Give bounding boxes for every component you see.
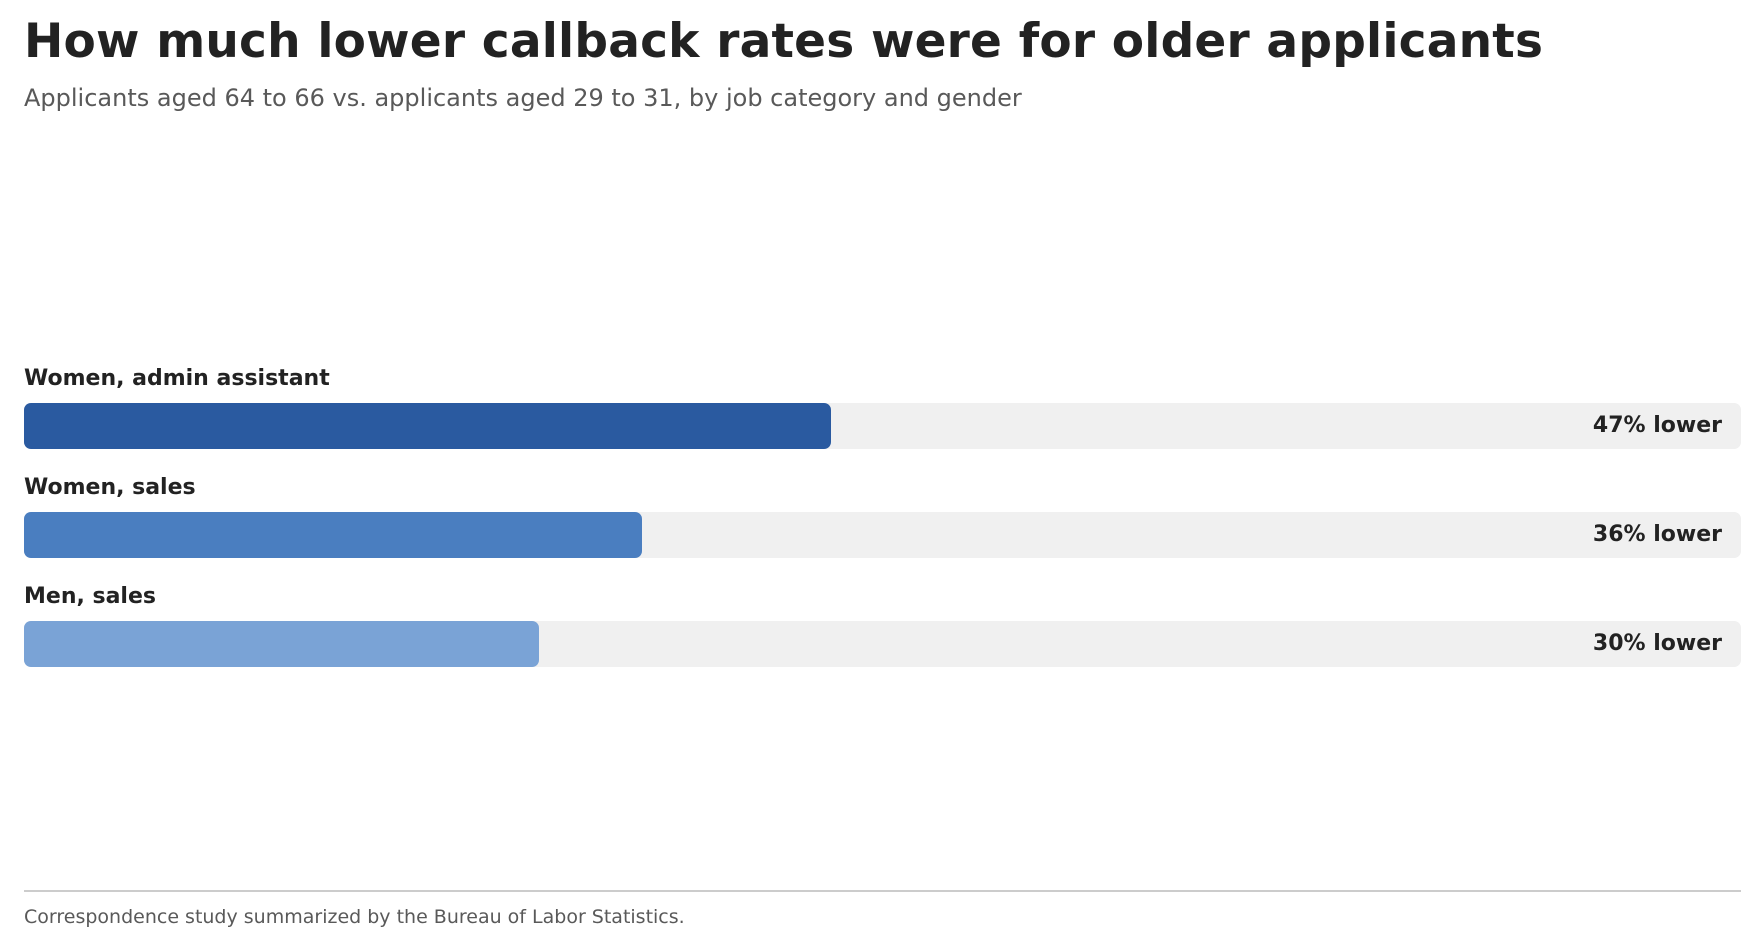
bar-row-women-sales: Women, sales 36% lower — [24, 475, 1741, 575]
bar-women-admin-assistant — [24, 403, 831, 449]
bar-track: 47% lower — [24, 403, 1741, 449]
footer-divider — [24, 890, 1741, 892]
bar-value-label: 36% lower — [1592, 522, 1722, 547]
bar-track: 36% lower — [24, 512, 1741, 558]
chart-title: How much lower callback rates were for o… — [24, 14, 1544, 69]
bar-value-label: 47% lower — [1592, 413, 1722, 438]
bar-track: 30% lower — [24, 621, 1741, 667]
bar-men-sales — [24, 621, 539, 667]
source-note: Correspondence study summarized by the B… — [24, 906, 685, 928]
bar-label: Women, sales — [24, 475, 196, 500]
bar-row-women-admin-assistant: Women, admin assistant 47% lower — [24, 366, 1741, 466]
chart: How much lower callback rates were for o… — [24, 0, 1741, 950]
bar-label: Women, admin assistant — [24, 366, 330, 391]
bar-label: Men, sales — [24, 584, 156, 609]
bar-row-men-sales: Men, sales 30% lower — [24, 584, 1741, 684]
chart-subtitle: Applicants aged 64 to 66 vs. applicants … — [24, 84, 1022, 112]
bar-value-label: 30% lower — [1592, 631, 1722, 656]
bar-women-sales — [24, 512, 642, 558]
